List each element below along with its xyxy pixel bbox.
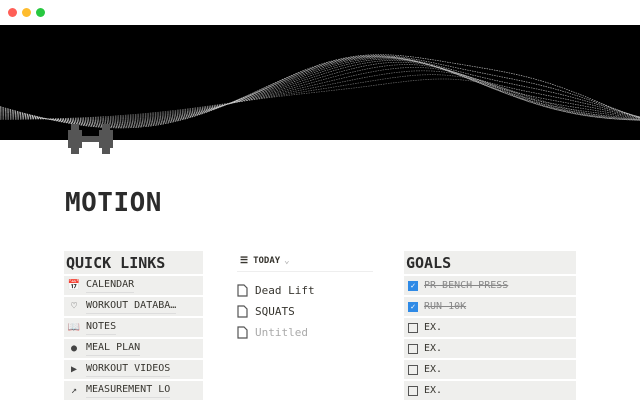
quick-link-item[interactable]: ↗ MEASUREMENT LO	[64, 381, 203, 400]
wave-line	[0, 57, 640, 124]
quick-link-item[interactable]: ● MEAL PLAN	[64, 339, 203, 358]
today-item[interactable]: Dead Lift	[237, 280, 373, 301]
today-view-label: TODAY	[253, 256, 281, 266]
quick-link-label: WORKOUT DATABA…	[86, 299, 177, 314]
quick-link-item[interactable]: ♡ WORKOUT DATABA…	[64, 297, 203, 316]
checkbox[interactable]	[408, 385, 418, 396]
quick-links-section: QUICK LINKS 📅 CALENDAR ♡ WORKOUT DATABA… 📖 NO…	[64, 251, 203, 402]
goal-label: PR BENCH PRESS	[424, 280, 509, 291]
goal-label: RUN 10K	[424, 301, 467, 312]
wave-line	[0, 60, 640, 123]
goals-section: GOALS ✓ PR BENCH PRESS ✓ RUN 10K EX. EX. EX. EX…	[404, 251, 576, 402]
wave-line	[0, 61, 640, 122]
checkbox[interactable]: ✓	[408, 301, 418, 312]
quick-link-label: CALENDAR	[86, 278, 135, 293]
apple-icon: ●	[70, 343, 78, 354]
goal-item: EX.	[404, 360, 576, 379]
dumbbell-icon[interactable]	[68, 124, 116, 154]
list-icon: ☰	[240, 256, 249, 266]
goal-label: EX.	[424, 322, 443, 333]
page-icon	[237, 326, 248, 339]
today-item-label: Dead Lift	[255, 284, 315, 297]
checkbox[interactable]	[408, 322, 418, 333]
quick-link-label: MEAL PLAN	[86, 341, 141, 356]
page-title: MOTION	[65, 188, 162, 218]
goal-item: ✓ PR BENCH PRESS	[404, 276, 576, 295]
checkbox[interactable]	[408, 343, 418, 354]
quick-link-label: MEASUREMENT LO	[86, 383, 171, 398]
quick-link-item[interactable]: 📅 CALENDAR	[64, 276, 203, 295]
wave-pattern	[0, 54, 640, 129]
page-icon	[237, 284, 248, 297]
today-item[interactable]: SQUATS	[237, 301, 373, 322]
zoom-button[interactable]	[36, 8, 45, 17]
close-button[interactable]	[8, 8, 17, 17]
wave-line	[0, 70, 640, 121]
wave-line	[0, 55, 640, 128]
quick-link-item[interactable]: 📖 NOTES	[64, 318, 203, 337]
page-icon	[237, 305, 248, 318]
chart-icon: ↗	[70, 385, 78, 396]
quick-link-label: NOTES	[86, 320, 117, 335]
calendar-icon: 📅	[67, 280, 81, 291]
quick-link-item[interactable]: ▶ WORKOUT VIDEOS	[64, 360, 203, 379]
goal-item: ✓ RUN 10K	[404, 297, 576, 316]
goal-item: EX.	[404, 381, 576, 400]
checkbox[interactable]: ✓	[408, 280, 418, 291]
book-icon: 📖	[67, 322, 81, 333]
goal-label: EX.	[424, 385, 443, 396]
today-section: ☰ TODAY ⌄ Dead Lift SQUATS Untitled	[237, 251, 373, 343]
today-item-label: Untitled	[255, 326, 308, 339]
cover-image	[0, 25, 640, 140]
heart-icon: ♡	[70, 301, 78, 312]
wave-line	[0, 55, 640, 127]
play-icon: ▶	[70, 364, 78, 375]
minimize-button[interactable]	[22, 8, 31, 17]
goal-label: EX.	[424, 343, 443, 354]
wave-line	[0, 78, 640, 120]
today-view-tab[interactable]: ☰ TODAY ⌄	[237, 251, 373, 272]
chevron-down-icon: ⌄	[284, 256, 290, 266]
window-titlebar	[0, 0, 640, 25]
today-item[interactable]: Untitled	[237, 322, 373, 343]
goal-label: EX.	[424, 364, 443, 375]
goal-item: EX.	[404, 339, 576, 358]
goals-heading: GOALS	[404, 251, 576, 274]
checkbox[interactable]	[408, 364, 418, 375]
quick-link-label: WORKOUT VIDEOS	[86, 362, 171, 377]
wave-line	[0, 58, 640, 123]
goal-item: EX.	[404, 318, 576, 337]
wave-line	[0, 67, 640, 121]
quick-links-heading: QUICK LINKS	[64, 251, 203, 274]
wave-line	[0, 56, 640, 126]
today-item-label: SQUATS	[255, 305, 295, 318]
